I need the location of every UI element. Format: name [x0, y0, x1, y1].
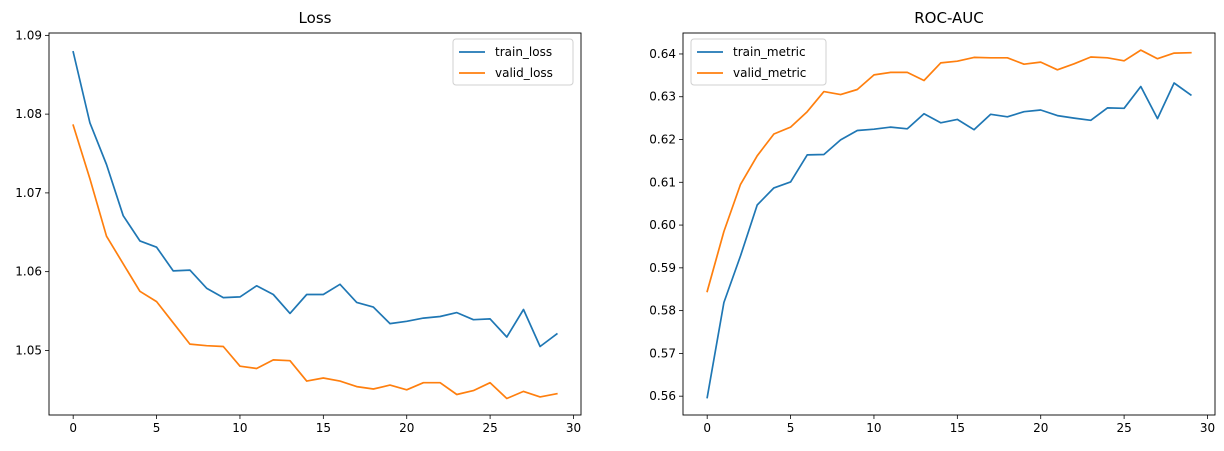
y-tick-label: 0.63: [649, 90, 676, 104]
legend-label: valid_loss: [495, 66, 553, 80]
y-tick-label: 0.57: [649, 346, 676, 360]
y-tick-label: 1.08: [15, 107, 42, 121]
y-tick-label: 0.58: [649, 304, 676, 318]
axes-frame: [682, 32, 1216, 416]
x-tick-label: 30: [566, 421, 581, 435]
legend-label: valid_metric: [733, 66, 806, 80]
x-tick-label: 25: [482, 421, 497, 435]
legend-label: train_metric: [733, 45, 806, 59]
x-tick-label: 0: [69, 421, 77, 435]
x-tick-label: 0: [703, 421, 711, 435]
y-tick-label: 1.09: [15, 28, 42, 42]
y-tick-label: 0.60: [649, 218, 676, 232]
axes-frame: [48, 32, 582, 416]
x-tick-label: 15: [950, 421, 965, 435]
x-tick-label: 25: [1116, 421, 1131, 435]
y-tick-label: 0.56: [649, 389, 676, 403]
x-tick-label: 10: [232, 421, 247, 435]
legend: train_loss valid_loss: [452, 38, 574, 86]
x-tick-label: 5: [787, 421, 795, 435]
y-tick-label: 0.64: [649, 47, 676, 61]
chart-title: Loss: [299, 9, 332, 27]
roc-auc-chart: ROC-AUC 0 5 10 15 20 25 30 0.56 0.57 0.58 0.59 0.60…: [649, 9, 1216, 435]
chart-title: ROC-AUC: [914, 9, 984, 27]
y-tick-label: 1.07: [15, 186, 42, 200]
x-tick-label: 15: [316, 421, 331, 435]
y-tick-label: 1.06: [15, 265, 42, 279]
legend: train_metric valid_metric: [690, 38, 827, 86]
loss-chart: Loss 0 5 10 15 20 25 30 1.05 1.06 1.07 1.08 1.09 tra…: [15, 9, 582, 435]
series-line-valid-loss: [72, 124, 558, 400]
x-tick-label: 20: [1033, 421, 1048, 435]
y-tick-label: 0.61: [649, 175, 676, 189]
legend-box: [690, 38, 827, 86]
legend-label: train_loss: [495, 45, 552, 59]
y-tick-label: 0.62: [649, 133, 676, 147]
series-line-valid-metric: [706, 49, 1192, 293]
series-line-train-metric: [706, 82, 1192, 399]
x-tick-label: 5: [153, 421, 161, 435]
y-tick-label: 0.59: [649, 261, 676, 275]
x-tick-label: 20: [399, 421, 414, 435]
series-line-train-loss: [72, 50, 558, 348]
y-tick-label: 1.05: [15, 343, 42, 357]
x-tick-label: 30: [1200, 421, 1215, 435]
plot-area: 0 5 10 15 20 25 30 0.56 0.57 0.58 0.59 0.60 0.61 0.62…: [649, 32, 1216, 435]
plot-area: 0 5 10 15 20 25 30 1.05 1.06 1.07 1.08 1.09 train_lo…: [15, 28, 582, 435]
x-tick-label: 10: [866, 421, 881, 435]
